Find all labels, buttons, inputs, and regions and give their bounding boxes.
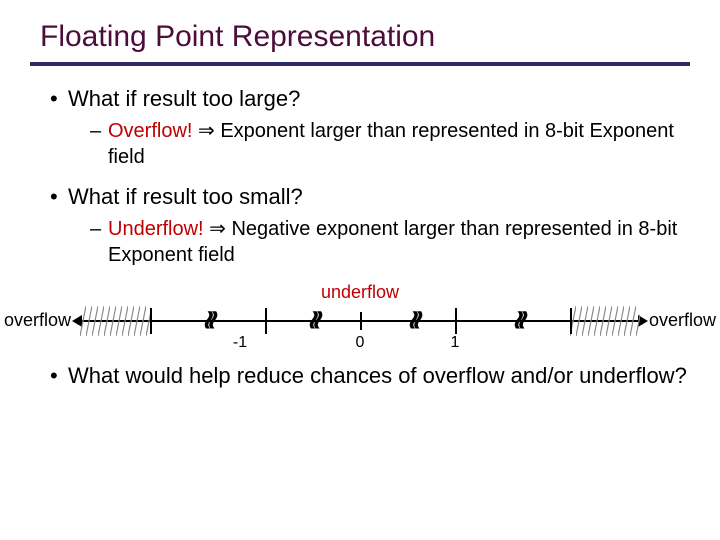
- bullet-too-large: • What if result too large?: [50, 86, 690, 112]
- bullet-dot: •: [50, 86, 68, 112]
- axis-tick-zero: [360, 312, 362, 330]
- underflow-label: underflow: [0, 282, 720, 303]
- bullet-dot: •: [50, 184, 68, 210]
- tick-label-pos1: 1: [451, 334, 460, 352]
- bullet-text: What if result too small?: [68, 184, 303, 210]
- break-icon: ≀≀: [201, 304, 210, 335]
- axis-tick: [455, 308, 457, 334]
- tick-label-zero: 0: [356, 334, 365, 352]
- title-rule: [30, 62, 690, 66]
- axis-tick: [265, 308, 267, 334]
- bullet-question: • What would help reduce chances of over…: [50, 362, 690, 390]
- overflow-label-left: overflow: [4, 310, 71, 331]
- overflow-label-right: overflow: [649, 310, 716, 331]
- slide-title: Floating Point Representation: [40, 20, 690, 54]
- subbullet-text: Underflow! ⇒ Negative exponent larger th…: [108, 216, 690, 268]
- break-icon: ≀≀: [406, 304, 415, 335]
- overflow-word: Overflow!: [108, 120, 192, 142]
- bullet-too-small: • What if result too small?: [50, 184, 690, 210]
- subbullet-underflow: – Underflow! ⇒ Negative exponent larger …: [90, 216, 690, 268]
- tick-label-neg1: -1: [233, 334, 247, 352]
- subbullet-text: Overflow! ⇒ Exponent larger than represe…: [108, 118, 690, 170]
- bullet-dot: •: [50, 362, 68, 390]
- overflow-rest: ⇒ Exponent larger than represented in 8-…: [108, 120, 674, 168]
- underflow-word: Underflow!: [108, 218, 204, 240]
- hatch-overflow-right: [570, 306, 640, 336]
- bullet-text: What would help reduce chances of overfl…: [68, 362, 687, 390]
- bullet-text: What if result too large?: [68, 86, 300, 112]
- bullet-dash: –: [90, 216, 108, 268]
- bullet-dash: –: [90, 118, 108, 170]
- break-icon: ≀≀: [306, 304, 315, 335]
- subbullet-overflow: – Overflow! ⇒ Exponent larger than repre…: [90, 118, 690, 170]
- hatch-overflow-left: [80, 306, 150, 336]
- slide: Floating Point Representation • What if …: [0, 0, 720, 540]
- axis-tick: [150, 308, 152, 334]
- number-line-diagram: underflow overflow overflow -1 0 1 ≀≀ ≀≀…: [0, 282, 720, 362]
- axis-tick: [570, 308, 572, 334]
- break-icon: ≀≀: [511, 304, 520, 335]
